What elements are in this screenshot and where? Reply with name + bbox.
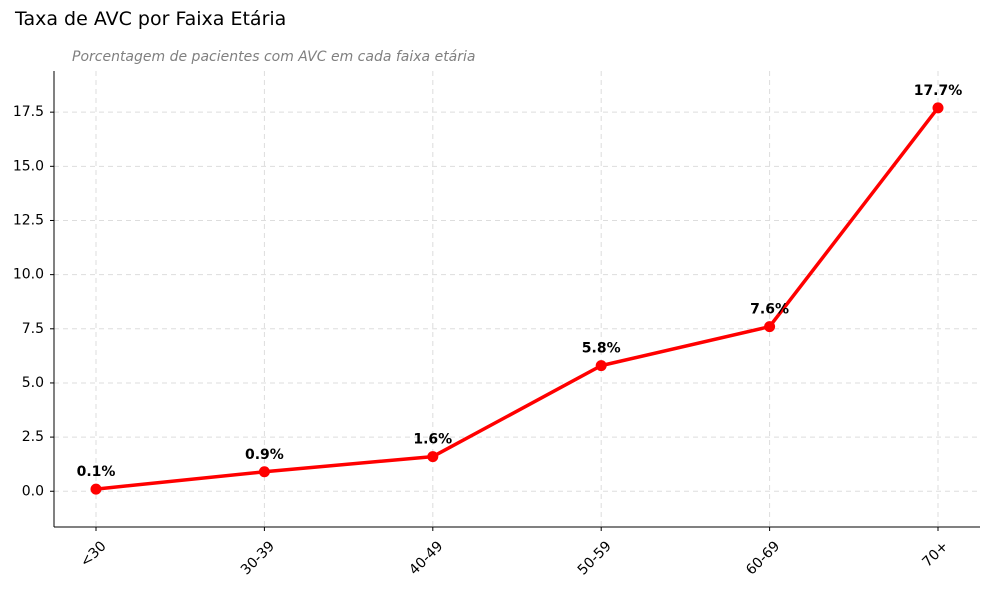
data-point [427, 451, 439, 463]
x-tick-label: 70+ [919, 538, 951, 570]
y-tick-label: 2.5 [22, 429, 44, 445]
data-label: 5.8% [582, 341, 621, 357]
data-point [90, 483, 102, 495]
y-tick-label: 17.5 [13, 104, 44, 120]
y-tick-label: 12.5 [13, 212, 44, 228]
y-tick-label: 0.0 [22, 483, 44, 499]
series [90, 102, 944, 495]
axes [53, 71, 980, 528]
x-tick-label: 40-49 [406, 538, 446, 578]
data-point [932, 102, 944, 114]
y-tick-label: 10.0 [13, 267, 44, 283]
y-tick-label: 15.0 [13, 158, 44, 174]
data-label: 0.1% [77, 464, 116, 480]
data-point [258, 466, 270, 478]
y-tick-label: 7.5 [22, 321, 44, 337]
x-tick-label: 30-39 [238, 538, 278, 578]
data-label: 0.9% [245, 447, 284, 463]
data-point [764, 321, 776, 333]
ticks: 0.0 2.5 5.0 7.5 10.0 12.5 15.0 17.5 <30 30-39 40-4… [13, 104, 952, 578]
x-tick-label: <30 [77, 538, 109, 570]
grid-lines [54, 71, 980, 527]
x-tick-label: 60-69 [743, 538, 783, 578]
series-line [94, 106, 940, 491]
y-tick-label: 5.0 [22, 375, 44, 391]
data-label: 7.6% [750, 302, 789, 318]
data-label: 17.7% [914, 83, 963, 99]
data-labels: 0.1% 0.9% 1.6% 5.8% 7.6% 17.7% [77, 83, 963, 480]
chart-title: Taxa de AVC por Faixa Etária [15, 8, 287, 30]
x-tick-label: 50-59 [575, 538, 615, 578]
chart-subtitle: Porcentagem de pacientes com AVC em cada… [72, 49, 476, 65]
data-label: 1.6% [413, 432, 452, 448]
data-point [595, 360, 607, 372]
